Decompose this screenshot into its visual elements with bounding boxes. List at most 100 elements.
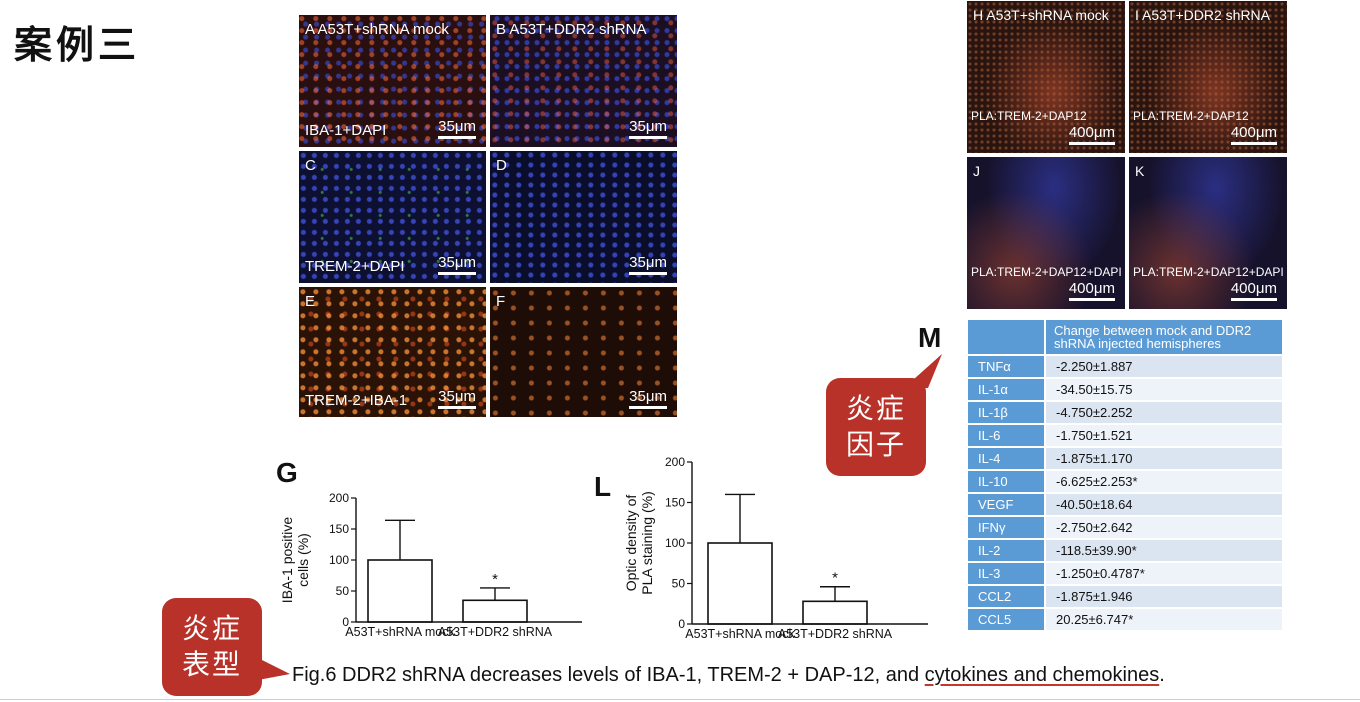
cytokine-name: CCL5 (966, 607, 1046, 632)
cytokine-value: -2.250±1.887 (1044, 354, 1284, 379)
y-tick-label: 0 (342, 615, 349, 629)
x-category-label: A53T+shRNA mock (345, 625, 455, 639)
panel-j: J PLA:TREM-2+DAP12+DAPI 400μm (966, 156, 1126, 310)
table-row: IL-3 -1.250±0.4787* (966, 561, 1284, 586)
y-tick-label: 50 (672, 577, 686, 591)
panel-label: B A53T+DDR2 shRNA (496, 21, 647, 38)
table-row: IL-2 -118.5±39.90* (966, 538, 1284, 563)
cytokine-name: IL-6 (966, 423, 1046, 448)
cytokine-value: -1.750±1.521 (1044, 423, 1284, 448)
bar-chart-g: G 0 50 100 150 200 A53T+shRNA mock * A53T+DDR2 s… (276, 457, 582, 639)
y-axis-label: IBA-1 positive (279, 517, 295, 604)
callout-phenotype: 炎症 表型 (162, 598, 262, 696)
significance-marker: * (832, 570, 838, 587)
callout-text: 表型 (181, 648, 242, 681)
table-row: IL-1β -4.750±2.252 (966, 400, 1284, 425)
panel-letter: L (594, 471, 611, 502)
scale-bar: 400μm (1068, 124, 1115, 145)
cytokine-name: VEGF (966, 492, 1046, 517)
panel-letter: G (276, 457, 298, 488)
table-row: CCL2 -1.875±1.946 (966, 584, 1284, 609)
panel-h: H A53T+shRNA mock PLA:TREM-2+DAP12 400μm (966, 0, 1126, 154)
cytokine-name: IL-3 (966, 561, 1046, 586)
table-row: IL-10 -6.625±2.253* (966, 469, 1284, 494)
scale-bar: 35μm (629, 388, 667, 409)
cytokine-name: IL-2 (966, 538, 1046, 563)
panel-label: C (305, 157, 316, 174)
y-tick-label: 100 (329, 553, 349, 567)
panel-f: F 35μm (489, 286, 678, 418)
bar (802, 600, 868, 625)
scale-bar: 35μm (438, 388, 476, 409)
table-row: TNFα -2.250±1.887 (966, 354, 1284, 379)
y-tick-label: 200 (665, 455, 685, 469)
caption-underlined-text: cytokines and chemokines (924, 664, 1160, 686)
figure-caption: Fig.6 DDR2 shRNA decreases levels of IBA… (292, 664, 1165, 687)
stain-label: PLA:TREM-2+DAP12 (971, 109, 1087, 123)
callout-pointer (904, 354, 942, 388)
scale-bar: 35μm (438, 254, 476, 275)
panel-letter-m: M (918, 322, 942, 353)
panel-label: H A53T+shRNA mock (973, 7, 1109, 23)
callout-text: 因子 (845, 428, 906, 461)
stain-label: TREM-2+DAPI (305, 258, 405, 275)
panel-d: D 35μm (489, 150, 678, 284)
scale-bar: 400μm (1230, 124, 1277, 145)
table-row: VEGF -40.50±18.64 (966, 492, 1284, 517)
cytokine-value: -34.50±15.75 (1044, 377, 1284, 402)
panel-b: B A53T+DDR2 shRNA 35μm (489, 14, 678, 148)
cytokine-value: -4.750±2.252 (1044, 400, 1284, 425)
slide-title: 案例三 (14, 22, 141, 67)
y-tick-label: 100 (665, 536, 685, 550)
scale-bar: 35μm (438, 118, 476, 139)
y-tick-label: 200 (329, 491, 349, 505)
cytokine-name: CCL2 (966, 584, 1046, 609)
cytokine-value: -6.625±2.253* (1044, 469, 1284, 494)
caption-period: . (1159, 664, 1165, 686)
table-row: IL-6 -1.750±1.521 (966, 423, 1284, 448)
table-row: CCL5 20.25±6.747* (966, 607, 1284, 632)
panel-i: I A53T+DDR2 shRNA PLA:TREM-2+DAP12 400μm (1128, 0, 1288, 154)
table-row: IFNγ -2.750±2.642 (966, 515, 1284, 540)
y-axis-label: PLA staining (%) (639, 491, 655, 595)
panel-label: D (496, 157, 507, 174)
scale-bar: 35μm (629, 118, 667, 139)
table-header-row: Change between mock and DDR2 shRNA injec… (966, 318, 1284, 356)
callout-cytokines: 炎症 因子 (826, 378, 926, 476)
cytokine-value: -1.250±0.4787* (1044, 561, 1284, 586)
panel-label: J (973, 163, 980, 179)
cytokine-value: 20.25±6.747* (1044, 607, 1284, 632)
panel-label: K (1135, 163, 1145, 179)
cytokine-value: -1.875±1.170 (1044, 446, 1284, 471)
cytokine-table: Change between mock and DDR2 shRNA injec… (966, 318, 1284, 632)
panel-k: K PLA:TREM-2+DAP12+DAPI 400μm (1128, 156, 1288, 310)
panel-a: A A53T+shRNA mock IBA-1+DAPI 35μm (298, 14, 487, 148)
stain-label: TREM-2+IBA-1 (305, 392, 408, 409)
panel-label: I A53T+DDR2 shRNA (1135, 7, 1270, 23)
x-category-label: A53T+DDR2 shRNA (778, 627, 893, 641)
table-body: TNFα -2.250±1.887 IL-1α -34.50±15.75 IL-1β -4… (966, 354, 1284, 632)
scale-bar: 400μm (1230, 280, 1277, 301)
bar (367, 559, 433, 623)
bar (462, 599, 528, 623)
scale-bar: 400μm (1068, 280, 1115, 301)
scale-bar: 35μm (629, 254, 667, 275)
significance-marker: * (492, 571, 498, 588)
cytokine-name: IL-10 (966, 469, 1046, 494)
cytokine-name: TNFα (966, 354, 1046, 379)
cytokine-value: -40.50±18.64 (1044, 492, 1284, 517)
panel-label: E (305, 293, 316, 310)
stain-label: PLA:TREM-2+DAP12+DAPI (971, 265, 1122, 279)
table-row: IL-1α -34.50±15.75 (966, 377, 1284, 402)
divider (0, 699, 1360, 700)
y-tick-label: 150 (665, 496, 685, 510)
cytokine-name: IFNγ (966, 515, 1046, 540)
callout-pointer (258, 658, 290, 680)
table-header: Change between mock and DDR2 shRNA injec… (1044, 318, 1284, 356)
callout-text: 炎症 (845, 392, 906, 425)
stain-label: IBA-1+DAPI (305, 122, 387, 139)
cytokine-value: -118.5±39.90* (1044, 538, 1284, 563)
table-corner (966, 318, 1046, 356)
panel-c: C TREM-2+DAPI 35μm (298, 150, 487, 284)
panel-label: A A53T+shRNA mock (305, 21, 449, 38)
